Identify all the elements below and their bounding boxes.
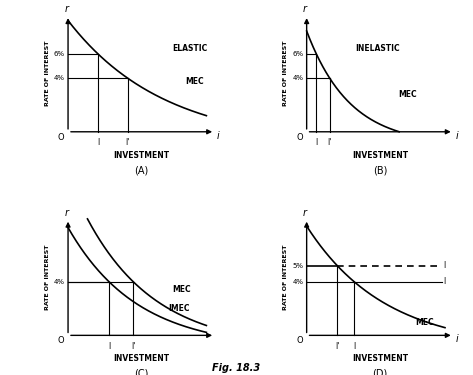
Text: I: I — [97, 138, 99, 147]
Text: (B): (B) — [373, 165, 387, 175]
Text: I: I — [353, 342, 355, 351]
Text: (D): (D) — [373, 369, 388, 375]
Text: O: O — [297, 133, 303, 142]
Text: (A): (A) — [134, 165, 149, 175]
Text: I: I — [443, 277, 446, 286]
Text: I': I' — [327, 138, 332, 147]
Text: Fig. 18.3: Fig. 18.3 — [212, 363, 261, 373]
Text: r: r — [64, 207, 68, 218]
Text: I: I — [315, 138, 317, 147]
Text: ELASTIC: ELASTIC — [172, 44, 207, 53]
Text: I': I' — [125, 138, 130, 147]
Text: 4%: 4% — [292, 75, 303, 81]
Text: 5%: 5% — [292, 263, 303, 269]
Text: I: I — [443, 261, 446, 270]
Text: INVESTMENT: INVESTMENT — [114, 150, 170, 159]
Text: INELASTIC: INELASTIC — [355, 44, 400, 53]
Text: INVESTMENT: INVESTMENT — [352, 354, 408, 363]
Text: 4%: 4% — [53, 279, 65, 285]
Text: 4%: 4% — [53, 75, 65, 81]
Text: MEC: MEC — [185, 76, 204, 86]
Text: I': I' — [335, 342, 340, 351]
Text: r: r — [303, 207, 307, 218]
Text: I': I' — [131, 342, 135, 351]
Text: MEC: MEC — [398, 90, 417, 99]
Text: MEC: MEC — [416, 318, 434, 327]
Text: r: r — [303, 4, 307, 14]
Text: IMEC: IMEC — [168, 304, 190, 313]
Text: I: I — [108, 342, 110, 351]
Text: 6%: 6% — [53, 51, 65, 57]
Text: RATE OF INTEREST: RATE OF INTEREST — [45, 41, 50, 106]
Text: i: i — [455, 334, 458, 344]
Text: 4%: 4% — [292, 279, 303, 285]
Text: 6%: 6% — [292, 51, 303, 57]
Text: O: O — [58, 133, 64, 142]
Text: INVESTMENT: INVESTMENT — [114, 354, 170, 363]
Text: INVESTMENT: INVESTMENT — [352, 150, 408, 159]
Text: i: i — [455, 131, 458, 141]
Text: i: i — [217, 131, 219, 141]
Text: RATE OF INTEREST: RATE OF INTEREST — [283, 244, 289, 310]
Text: O: O — [58, 336, 64, 345]
Text: r: r — [64, 4, 68, 14]
Text: (C): (C) — [134, 369, 149, 375]
Text: RATE OF INTEREST: RATE OF INTEREST — [45, 244, 50, 310]
Text: RATE OF INTEREST: RATE OF INTEREST — [283, 41, 289, 106]
Text: O: O — [297, 336, 303, 345]
Text: MEC: MEC — [172, 285, 191, 294]
